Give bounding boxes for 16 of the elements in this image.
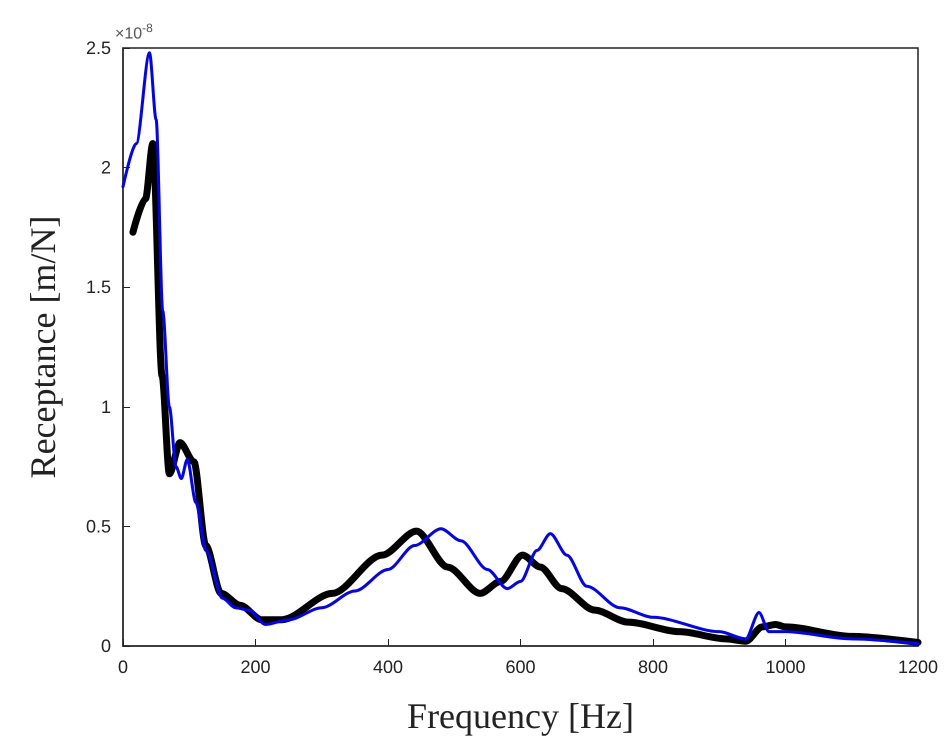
y-tick-label: 1 (100, 396, 111, 417)
y-tick-label: 2 (100, 158, 111, 178)
y-tick-label: 0 (100, 636, 111, 656)
y-tick-label: 2.5 (86, 38, 111, 58)
x-tick-label: 400 (372, 657, 404, 677)
x-tick-label: 200 (240, 657, 271, 677)
x-tick-label: 600 (505, 657, 536, 677)
x-tick-label: 1000 (765, 657, 806, 677)
x-tick-label: 1200 (898, 657, 938, 677)
y-tick-label: 0.5 (86, 516, 111, 536)
x-tick-label: 0 (118, 657, 128, 677)
line-series (122, 51, 920, 646)
y-axis-title: Receptance [m/N] (23, 216, 63, 478)
x-axis-title: Frequency [Hz] (407, 696, 634, 736)
y-tick-label: 1.5 (86, 277, 111, 298)
x-tick-label: 800 (638, 657, 668, 677)
